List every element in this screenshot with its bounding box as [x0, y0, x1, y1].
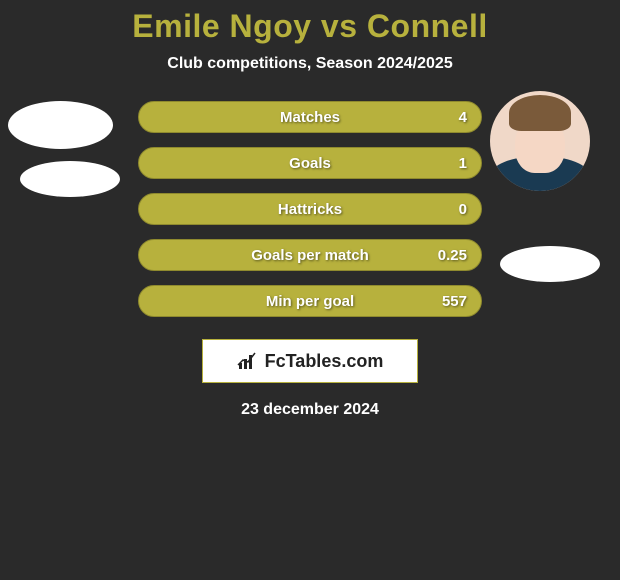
stat-value-right: 0.25: [438, 247, 467, 264]
branding-text: FcTables.com: [265, 351, 384, 372]
stat-value-right: 1: [459, 155, 467, 172]
stat-row-matches: Matches 4: [138, 101, 482, 133]
chart-icon: [237, 351, 259, 371]
stat-value-right: 4: [459, 109, 467, 126]
date-line: 23 december 2024: [0, 401, 620, 419]
stat-row-goals: Goals 1: [138, 147, 482, 179]
player-right-avatar: [490, 91, 590, 191]
club-logo-left: [20, 161, 120, 197]
branding-box[interactable]: FcTables.com: [202, 339, 418, 383]
player-left-avatar: [8, 101, 113, 149]
stat-value-right: 557: [442, 293, 467, 310]
stat-label: Min per goal: [266, 293, 354, 310]
stat-bars: Matches 4 Goals 1 Hattricks 0 Goals per …: [138, 101, 482, 317]
stat-row-hattricks: Hattricks 0: [138, 193, 482, 225]
stat-label: Goals: [289, 155, 331, 172]
page-title: Emile Ngoy vs Connell: [0, 8, 620, 45]
club-logo-right: [500, 246, 600, 282]
stat-label: Goals per match: [251, 247, 369, 264]
stat-row-min-per-goal: Min per goal 557: [138, 285, 482, 317]
stat-label: Matches: [280, 109, 340, 126]
stat-value-right: 0: [459, 201, 467, 218]
stat-label: Hattricks: [278, 201, 342, 218]
stat-row-goals-per-match: Goals per match 0.25: [138, 239, 482, 271]
stats-area: Matches 4 Goals 1 Hattricks 0 Goals per …: [0, 101, 620, 419]
subtitle: Club competitions, Season 2024/2025: [0, 55, 620, 73]
comparison-widget: Emile Ngoy vs Connell Club competitions,…: [0, 0, 620, 419]
